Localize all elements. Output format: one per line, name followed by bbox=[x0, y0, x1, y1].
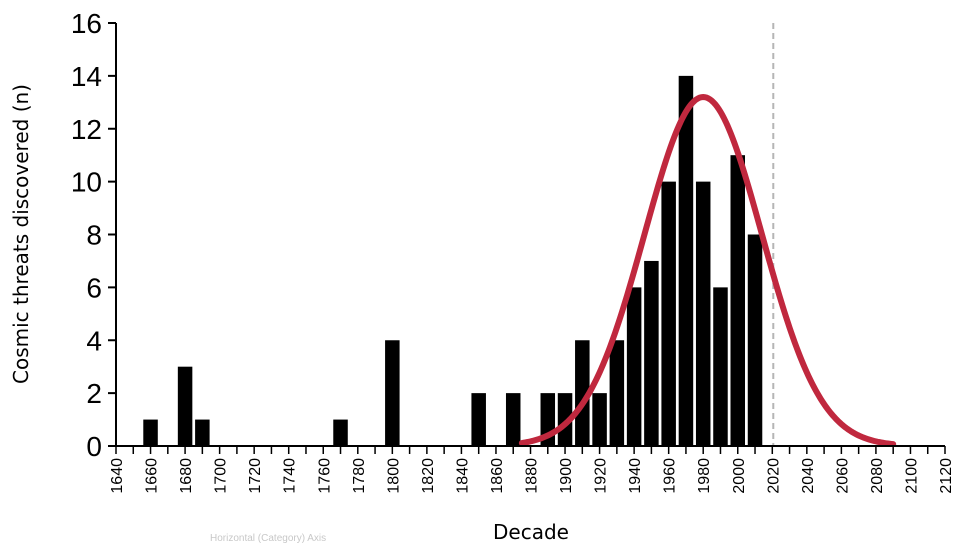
y-tick-label: 10 bbox=[71, 167, 102, 198]
x-tick-label: 1960 bbox=[662, 458, 679, 494]
bar bbox=[609, 340, 625, 446]
x-tick-label: 1740 bbox=[282, 458, 299, 494]
bar bbox=[644, 260, 659, 446]
x-tick-label: 1700 bbox=[213, 458, 230, 494]
bar bbox=[678, 75, 694, 446]
bar bbox=[333, 419, 348, 446]
y-tick-label: 12 bbox=[71, 114, 102, 145]
x-tick-label: 2100 bbox=[903, 458, 920, 494]
bar bbox=[143, 419, 158, 446]
x-tick-label: 1720 bbox=[247, 458, 264, 494]
x-tick-label: 1760 bbox=[316, 458, 333, 494]
x-tick-label: 1680 bbox=[178, 458, 195, 494]
x-tick-label: 2000 bbox=[731, 458, 748, 494]
axes bbox=[115, 23, 945, 447]
x-tick-label: 2060 bbox=[834, 458, 851, 494]
y-tick-label: 2 bbox=[86, 378, 102, 409]
bar bbox=[661, 181, 676, 446]
y-tick-label: 14 bbox=[71, 61, 102, 92]
x-tick-label: 1840 bbox=[454, 458, 471, 494]
x-tick-label: 2080 bbox=[869, 458, 886, 494]
x-tick-label: 1860 bbox=[489, 458, 506, 494]
x-tick-label: 1820 bbox=[420, 458, 437, 494]
x-tick-label: 1780 bbox=[351, 458, 368, 494]
x-tick-label: 1640 bbox=[109, 458, 126, 494]
bar bbox=[747, 234, 763, 446]
bar bbox=[730, 155, 746, 446]
x-tick-label: 1880 bbox=[524, 458, 541, 494]
fit-curve bbox=[518, 94, 897, 448]
bar bbox=[575, 340, 590, 446]
bar bbox=[505, 393, 521, 446]
x-tick-label: 1940 bbox=[627, 458, 644, 494]
bar bbox=[713, 287, 728, 446]
y-tick-label: 6 bbox=[86, 272, 102, 303]
x-tick-label: 2020 bbox=[765, 458, 782, 494]
y-tick-label: 0 bbox=[86, 431, 102, 462]
x-axis-title: Decade bbox=[493, 520, 569, 544]
x-tick-label: 1980 bbox=[696, 458, 713, 494]
x-tick-label: 2040 bbox=[800, 458, 817, 494]
x-tick-label: 1920 bbox=[593, 458, 610, 494]
bar bbox=[471, 393, 486, 446]
x-tick-label: 1660 bbox=[144, 458, 161, 494]
axis-tooltip: Horizontal (Category) Axis bbox=[210, 533, 326, 544]
y-tick-label: 4 bbox=[86, 325, 102, 356]
bar bbox=[695, 181, 711, 446]
y-tick-label: 8 bbox=[86, 220, 102, 251]
bar bbox=[557, 393, 573, 446]
bar bbox=[592, 393, 607, 446]
bar bbox=[195, 419, 210, 446]
bar bbox=[177, 366, 193, 446]
y-axis-ticks: 0 2 4 6 8 10 12 14 16 bbox=[71, 8, 116, 462]
x-axis-ticks: 1640 1660 1680 1700 1720 1740 1760 1780 1800 1820… bbox=[109, 446, 955, 494]
x-tick-label: 1800 bbox=[385, 458, 402, 494]
x-tick-label: 2120 bbox=[938, 458, 955, 494]
bars bbox=[143, 75, 763, 446]
bar bbox=[385, 340, 400, 446]
x-tick-label: 1900 bbox=[558, 458, 575, 494]
bar bbox=[626, 287, 642, 446]
y-tick-label: 16 bbox=[71, 8, 102, 39]
y-axis-title: Cosmic threats discovered (n) bbox=[9, 84, 33, 384]
